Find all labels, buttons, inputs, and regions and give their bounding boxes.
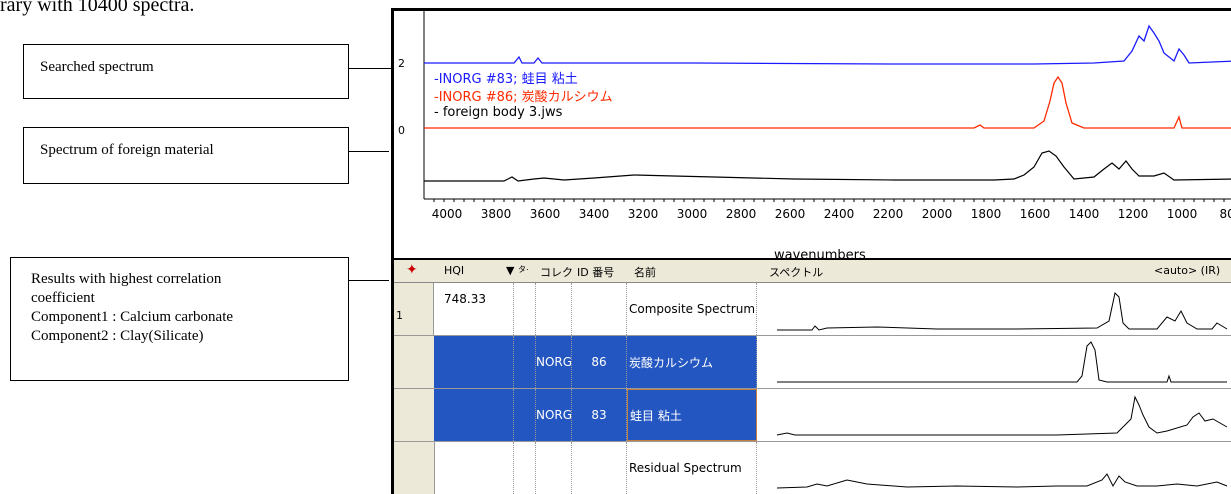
table-row[interactable]: 1 748.33 Composite Spectrum (394, 283, 1231, 336)
x-tick-label: 3200 (627, 207, 659, 221)
column-header-hqi[interactable]: HQI (444, 264, 465, 277)
callout-results-line: Results with highest correlation (31, 271, 222, 287)
name-cell[interactable]: 蛙目 粘土 (627, 389, 757, 441)
type-cell (514, 442, 536, 494)
leader-line (349, 151, 389, 152)
id-cell (572, 442, 627, 494)
x-tick-label: 2000 (921, 207, 953, 221)
name-cell: Residual Spectrum (627, 442, 757, 494)
spectrum-plot-svg (423, 11, 1231, 202)
collection-cell (536, 283, 572, 335)
legend-entry-calcium-carbonate: -INORG #86; 炭酸カルシウム (434, 90, 613, 105)
callout-results: Results with highest correlation coeffic… (10, 257, 349, 381)
type-cell (514, 283, 536, 335)
calcium-carbonate-thumbnail (777, 341, 1227, 383)
x-tick-label: 3600 (529, 207, 561, 221)
id-value: 86 (591, 355, 607, 369)
column-header-name[interactable]: 名前 (634, 266, 656, 279)
legend-entry-foreign-body: - foreign body 3.jws (434, 105, 563, 120)
name-cell: 炭酸カルシウム (627, 336, 757, 388)
x-tick-label: 2800 (725, 207, 757, 221)
column-header-id[interactable]: ID 番号 (577, 266, 615, 279)
row-number[interactable] (394, 442, 435, 494)
x-tick-label: 1400 (1068, 207, 1100, 221)
row-number[interactable]: 1 (394, 283, 434, 335)
column-header-collection[interactable]: コレクション (540, 266, 574, 279)
sort-desc-icon: ▼ (506, 264, 515, 277)
row-number[interactable] (394, 336, 435, 388)
id-cell (572, 283, 627, 335)
figure-caption: rary with 10400 spectra. (0, 0, 195, 16)
collection-cell (536, 442, 572, 494)
id-cell: 86 (572, 336, 627, 388)
x-tick-label: 2400 (823, 207, 855, 221)
clay-thumbnail (776, 395, 1228, 436)
hqi-value: 748.33 (444, 292, 486, 306)
x-tick-label: 1600 (1019, 207, 1051, 221)
callout-results-line: coefficient (31, 290, 95, 306)
spectrum-plot: 2 0 -INORG #83; 蛙目 粘土 -INORG #86; 炭酸カルシウ… (394, 11, 1231, 263)
callout-foreign-text: Spectrum of foreign material (40, 142, 214, 158)
type-cell (514, 389, 536, 441)
callout-searched-text: Searched spectrum (40, 59, 154, 75)
foreign-body-spectrum-black (424, 150, 1231, 182)
x-tick-label: 2600 (774, 207, 806, 221)
hqi-cell (434, 389, 514, 441)
column-header-type[interactable]: タイプ (518, 265, 528, 274)
id-cell: 83 (572, 389, 627, 441)
x-tick-label: 3000 (676, 207, 708, 221)
name-value: Residual Spectrum (629, 461, 742, 475)
search-results-grid: ✦ HQI ▼ タイプ コレクション ID 番号 名前 スペクトル <auto>… (394, 258, 1231, 494)
collection-cell: NORG (536, 336, 572, 388)
legend-entry-clay: -INORG #83; 蛙目 粘土 (434, 72, 578, 87)
x-tick-label: 1000 (1166, 207, 1198, 221)
runner-icon[interactable]: ✦ (406, 262, 418, 278)
callout-results-line: Component2 : Clay(Silicate) (31, 328, 204, 344)
table-row[interactable]: Residual Spectrum (394, 442, 1231, 494)
name-value: 蛙目 粘土 (630, 408, 682, 423)
hqi-cell (434, 442, 514, 494)
y-tick-label: 0 (398, 124, 405, 137)
name-value: Composite Spectrum (629, 302, 756, 316)
x-tick-label: 4000 (431, 207, 463, 221)
x-tick-label: 800 (1219, 207, 1231, 221)
name-value: 炭酸カルシウム (629, 355, 714, 370)
hqi-cell: 748.33 (434, 283, 514, 335)
composite-thumbnail (777, 291, 1228, 331)
residual-thumbnail (776, 473, 1228, 489)
collection-cell: NORG (536, 389, 572, 441)
y-tick-label: 2 (398, 57, 405, 70)
id-value: 83 (591, 408, 607, 422)
x-tick-label: 3800 (480, 207, 512, 221)
type-cell (514, 336, 536, 388)
callout-foreign-spectrum: Spectrum of foreign material (23, 127, 349, 184)
table-row[interactable]: NORG 86 炭酸カルシウム (394, 336, 1231, 389)
callout-results-line: Component1 : Calcium carbonate (31, 309, 234, 325)
x-tick-label: 3400 (578, 207, 610, 221)
x-tick-label: 1200 (1117, 207, 1149, 221)
searched-spectrum-blue (424, 24, 1231, 65)
x-tick-label: 1800 (970, 207, 1002, 221)
hqi-cell (434, 336, 514, 388)
callout-searched-spectrum: Searched spectrum (23, 44, 349, 99)
calcium-carbonate-spectrum-red (424, 75, 1231, 129)
spectrum-window: 2 0 -INORG #83; 蛙目 粘土 -INORG #86; 炭酸カルシウ… (391, 8, 1231, 494)
leader-line (349, 280, 389, 281)
spectrum-mode-label: <auto> (IR) (1154, 264, 1221, 277)
x-tick-label: 2200 (872, 207, 904, 221)
table-row[interactable]: NORG 83 蛙目 粘土 (394, 389, 1231, 442)
x-minor-ticks (433, 199, 1225, 202)
column-header-spectrum[interactable]: スペクトル (769, 266, 824, 279)
name-cell: Composite Spectrum (627, 283, 757, 335)
grid-header: ✦ HQI ▼ タイプ コレクション ID 番号 名前 スペクトル <auto>… (394, 260, 1231, 283)
row-number[interactable] (394, 389, 435, 441)
